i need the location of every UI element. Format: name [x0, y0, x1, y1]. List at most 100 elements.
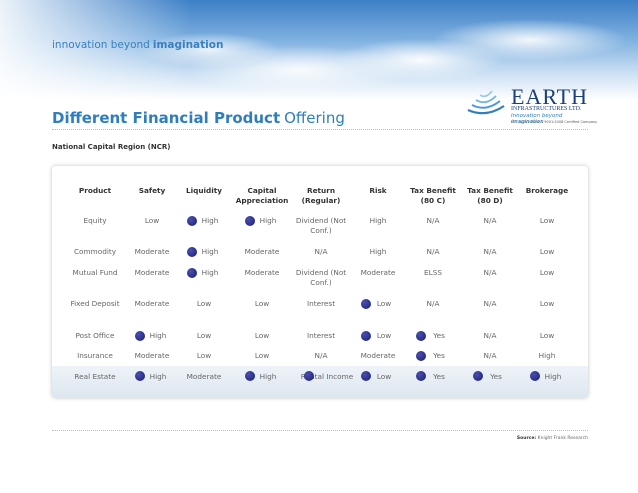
table-cell: Low — [196, 299, 212, 308]
table-cell: Low — [539, 216, 555, 225]
table-cell: High — [149, 372, 167, 381]
row-label: Mutual Fund — [72, 268, 118, 277]
marker-dot — [416, 371, 426, 381]
table-cell: N/A — [483, 299, 497, 308]
table-cell: High — [538, 351, 556, 360]
column-header: Liquidity — [185, 186, 223, 195]
table-cell: Low — [196, 331, 212, 340]
table-cell: High — [149, 331, 167, 340]
table-cell: Low — [539, 268, 555, 277]
table-cell: Low — [254, 351, 270, 360]
highlight-band — [52, 366, 588, 398]
table-cell: High — [259, 372, 277, 381]
table-cell: Low — [196, 351, 212, 360]
row-label: Insurance — [77, 351, 113, 360]
table-cell: Yes — [433, 372, 445, 381]
table-cell: High — [201, 216, 219, 225]
region-label: National Capital Region (NCR) — [52, 143, 171, 151]
marker-dot — [361, 371, 371, 381]
table-cell: Low — [254, 331, 270, 340]
table-cell: Low — [376, 299, 392, 308]
column-header: Product — [78, 186, 112, 195]
logo: EARTH INFRASTRUCTURES LTD. Innovation be… — [466, 84, 598, 126]
tagline-regular: innovation beyond — [52, 39, 150, 51]
table-cell: High — [369, 216, 387, 225]
table-cell: Interest — [306, 331, 336, 340]
table-cell: Moderate — [360, 268, 396, 277]
logo-name: EARTH — [511, 84, 589, 109]
row-label: Post Office — [75, 331, 115, 340]
table-cell: Moderate — [244, 247, 280, 256]
marker-dot — [245, 371, 255, 381]
logo-subtitle: INFRASTRUCTURES LTD. — [511, 106, 582, 112]
separator — [52, 129, 588, 130]
table-panel — [52, 166, 588, 398]
table-cell: Low — [539, 247, 555, 256]
table-cell: High — [201, 268, 219, 277]
table-cell: Dividend (Not Conf.) — [295, 216, 347, 235]
column-header: Tax Benefit (80 C) — [410, 186, 456, 205]
source: Source: Knight Frank Research — [517, 436, 588, 441]
table-cell: Moderate — [244, 268, 280, 277]
table-cell: Low — [539, 331, 555, 340]
table-cell: Moderate — [134, 268, 170, 277]
column-header: Brokerage — [525, 186, 569, 195]
title-bold: Different Financial Product — [52, 109, 281, 127]
marker-dot — [361, 299, 371, 309]
marker-dot — [135, 371, 145, 381]
table-cell: Moderate — [134, 247, 170, 256]
column-header: Capital Appreciation — [235, 186, 289, 205]
table-cell: Rental Income — [300, 372, 354, 381]
row-label: Commodity — [73, 247, 117, 256]
row-label: Equity — [83, 216, 107, 225]
row-label: Fixed Deposit — [70, 299, 120, 308]
table-cell: N/A — [483, 216, 497, 225]
marker-dot — [245, 216, 255, 226]
table-cell: Low — [539, 299, 555, 308]
marker-dot — [187, 216, 197, 226]
sky-banner — [0, 0, 638, 100]
table-cell: Low — [144, 216, 160, 225]
table-cell: N/A — [483, 247, 497, 256]
table-cell: N/A — [314, 351, 328, 360]
column-header: Safety — [138, 186, 166, 195]
table-cell: N/A — [483, 351, 497, 360]
table-cell: Yes — [433, 351, 445, 360]
table-cell: Moderate — [360, 351, 396, 360]
table-cell: Dividend (Not Conf.) — [295, 268, 347, 287]
table-cell: High — [369, 247, 387, 256]
table-cell: Low — [376, 372, 392, 381]
table-cell: Interest — [306, 299, 336, 308]
marker-dot — [135, 331, 145, 341]
marker-dot — [304, 371, 314, 381]
marker-dot — [416, 331, 426, 341]
logo-certification: ISO 14001:2004 & 9001:2008 Certified Com… — [511, 120, 598, 124]
table-cell: N/A — [483, 268, 497, 277]
table-cell: High — [544, 372, 562, 381]
logo-mark — [467, 90, 505, 115]
table-cell: Moderate — [134, 351, 170, 360]
table-cell: Low — [376, 331, 392, 340]
table-cell: Low — [254, 299, 270, 308]
title-light: Offering — [284, 109, 345, 127]
table-cell: Yes — [433, 331, 445, 340]
tagline: innovation beyond imagination — [52, 39, 223, 51]
source-text: Knight Frank Research — [537, 436, 588, 441]
column-header: Tax Benefit (80 D) — [467, 186, 513, 205]
tagline-bold: imagination — [152, 39, 224, 51]
marker-dot — [416, 351, 426, 361]
marker-dot — [187, 247, 197, 257]
marker-dot — [473, 371, 483, 381]
separator — [52, 430, 588, 431]
column-header: Risk — [369, 186, 387, 195]
column-header: Return (Regular) — [301, 186, 341, 205]
table-cell: Yes — [490, 372, 502, 381]
table-cell: N/A — [483, 331, 497, 340]
table-cell: N/A — [314, 247, 328, 256]
row-label: Real Estate — [74, 372, 116, 381]
table-cell: N/A — [426, 247, 440, 256]
logo-slogan: Innovation beyond imagination — [511, 113, 563, 125]
table-cell: ELSS — [424, 268, 442, 277]
marker-dot — [187, 268, 197, 278]
table-cell: High — [259, 216, 277, 225]
